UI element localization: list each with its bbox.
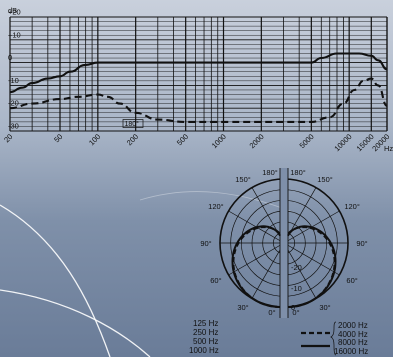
polar-radial-label: -20 [291, 263, 302, 272]
polar-spoke [228, 242, 285, 276]
polar-curves [231, 225, 337, 308]
polar-angle-label-right: 60° [346, 276, 357, 285]
y-tick-labels: +20 +10 0 -10 -20 -30 [8, 8, 21, 131]
legend-freq-2000: 2000 Hz [338, 321, 368, 330]
legend-freq-4000: 4000 Hz [338, 329, 368, 339]
series-dashed-line [9, 77, 388, 123]
frequency-series [9, 52, 388, 123]
polar-angle-label-right: 120° [344, 202, 360, 211]
annotation-180: 180° [125, 120, 140, 128]
polar-center [281, 240, 287, 246]
y-tick-label: 0 [8, 53, 12, 62]
frequency-response-chart: dB +20+100-10-20-30 20 50 100 200 500 1000 200… [2, 6, 393, 153]
legend-freq-16000: 16000 Hz [334, 346, 369, 356]
polar-angle-label-right: 0° [292, 308, 299, 317]
y-tick-label: -10 [8, 76, 19, 85]
y-tick-label: -30 [8, 122, 19, 131]
polar-angle-label-right: 30° [319, 303, 330, 312]
legend-brace [330, 321, 337, 356]
series-solid-line [9, 52, 388, 94]
polar-radial-label: 0 [291, 303, 295, 312]
polar-angle-label-right: 150° [317, 175, 333, 184]
polar-angle-label-left: 90° [200, 239, 211, 248]
polar-angle-label-right: 180° [290, 168, 306, 177]
y-axis-label: dB [8, 6, 17, 15]
x-unit-label: Hz [384, 144, 393, 153]
polar-curve-dashed-left [232, 226, 281, 308]
polar-angle-label-left: 60° [210, 276, 221, 285]
y-tick-label: +10 [8, 30, 21, 39]
legend-freq-8000: 8000 Hz [338, 338, 368, 347]
polar-angle-label-left: 180° [262, 168, 278, 177]
polar-angle-labels: 180° 150° 120° 90° 60° 30° 0° 180° 150° 120° 90° 60… [200, 168, 367, 317]
polar-angle-label-right: 90° [356, 239, 367, 248]
legend-freq-125: 125 Hz [193, 319, 219, 328]
legend-freq-1000: 1000 Hz [189, 346, 219, 355]
polar-curve-dashed-right [287, 226, 336, 308]
polar-radial-label: -10 [291, 284, 302, 293]
legend-freq-500: 500 Hz [193, 337, 219, 346]
polar-spoke [283, 242, 317, 299]
polar-angle-label-left: 0° [268, 308, 275, 317]
legend-freq-250: 250 Hz [193, 328, 219, 337]
polar-spoke [283, 242, 340, 276]
polar-spoke [251, 242, 285, 299]
y-tick-label: +20 [8, 8, 21, 17]
polar-radial-labels: -20 -10 0 [291, 263, 302, 312]
y-tick-label: -20 [8, 99, 19, 108]
annotation-box: 180° [122, 119, 144, 128]
polar-angle-label-left: 150° [235, 175, 251, 184]
polar-angle-label-left: 30° [237, 303, 248, 312]
polar-angle-label-left: 120° [208, 202, 224, 211]
